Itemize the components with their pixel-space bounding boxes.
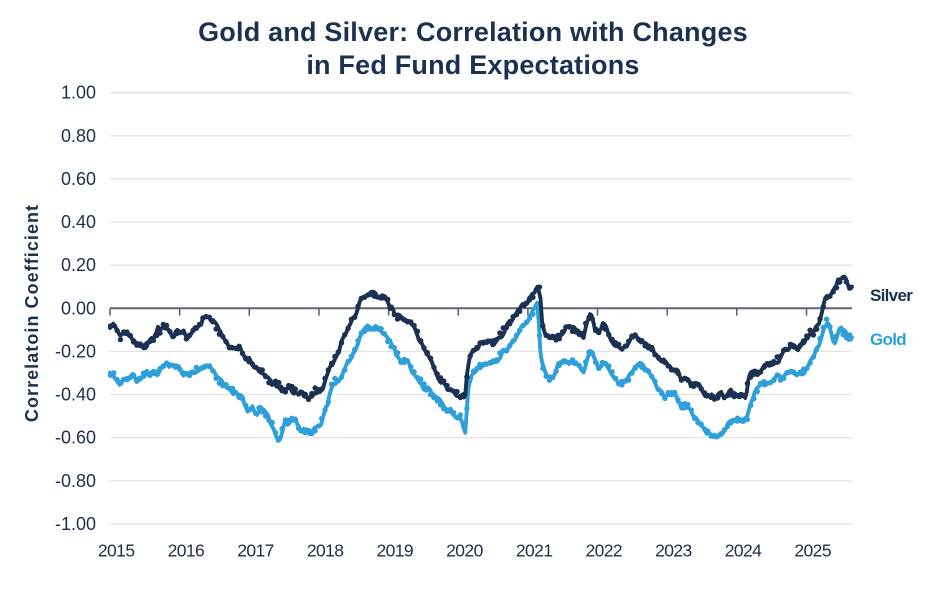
svg-text:2023: 2023 — [655, 541, 692, 561]
svg-text:0.40: 0.40 — [61, 212, 96, 232]
svg-text:-0.20: -0.20 — [55, 341, 96, 361]
svg-text:-0.80: -0.80 — [55, 471, 96, 491]
svg-text:2019: 2019 — [377, 541, 414, 561]
svg-text:2022: 2022 — [585, 541, 622, 561]
svg-text:Correlatoin Coefficient: Correlatoin Coefficient — [22, 204, 42, 422]
svg-text:Silver: Silver — [870, 286, 913, 305]
svg-text:0.20: 0.20 — [61, 255, 96, 275]
svg-text:2024: 2024 — [725, 541, 762, 561]
svg-text:-0.60: -0.60 — [55, 428, 96, 448]
svg-text:-0.40: -0.40 — [55, 385, 96, 405]
svg-text:0.80: 0.80 — [61, 126, 96, 146]
svg-text:2015: 2015 — [98, 541, 135, 561]
svg-text:0.60: 0.60 — [61, 169, 96, 189]
svg-text:2025: 2025 — [794, 541, 831, 561]
svg-text:1.00: 1.00 — [61, 83, 96, 103]
svg-text:-1.00: -1.00 — [55, 514, 96, 534]
svg-text:2020: 2020 — [446, 541, 483, 561]
svg-text:2017: 2017 — [237, 541, 274, 561]
svg-text:2021: 2021 — [516, 541, 553, 561]
svg-text:2018: 2018 — [307, 541, 344, 561]
svg-text:Gold: Gold — [870, 330, 906, 349]
svg-text:2016: 2016 — [168, 541, 205, 561]
svg-text:0.00: 0.00 — [61, 298, 96, 318]
